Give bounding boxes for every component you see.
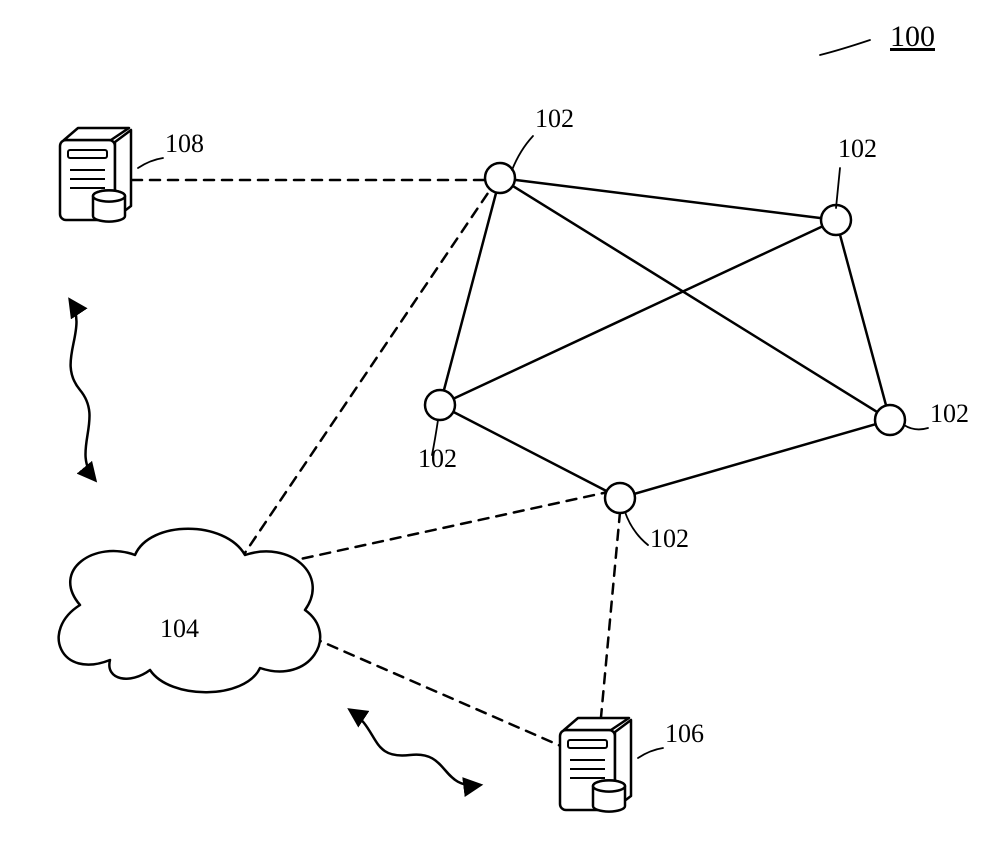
label-leader xyxy=(625,512,648,545)
bidirectional-arrow xyxy=(70,300,95,480)
edge-dashed xyxy=(600,512,620,728)
network-node xyxy=(875,405,905,435)
edge-dashed xyxy=(230,190,490,575)
bidirectional-arrow xyxy=(350,710,480,785)
edge-dashed xyxy=(295,630,570,750)
network-node xyxy=(485,163,515,193)
server-ref-label: 106 xyxy=(665,719,704,749)
network-node xyxy=(605,483,635,513)
network-diagram xyxy=(0,0,1000,864)
edge-solid xyxy=(515,180,821,218)
node-ref-label: 102 xyxy=(838,134,877,164)
node-ref-label: 102 xyxy=(930,399,969,429)
edge-solid xyxy=(634,424,875,494)
cloud-group xyxy=(59,529,320,693)
cloud-icon xyxy=(59,529,320,693)
network-node xyxy=(821,205,851,235)
label-leader xyxy=(820,40,870,55)
edge-solid xyxy=(453,412,606,491)
edge-solid xyxy=(840,234,886,405)
node-ref-label: 102 xyxy=(650,524,689,554)
label-leader xyxy=(904,425,928,429)
edge-solid xyxy=(454,226,823,398)
network-node xyxy=(425,390,455,420)
label-leader xyxy=(138,158,163,168)
edge-solid xyxy=(444,193,496,391)
figure-number: 100 xyxy=(890,20,935,54)
server-ref-label: 108 xyxy=(165,129,204,159)
servers-group xyxy=(60,128,631,812)
label-leader xyxy=(836,168,840,208)
server-icon xyxy=(60,128,131,222)
cloud-ref-label: 104 xyxy=(160,614,199,644)
edge-dashed xyxy=(250,492,608,570)
wavy-arrows-group xyxy=(70,300,480,785)
network-nodes-group xyxy=(425,163,905,513)
solid-edges-group xyxy=(444,180,886,494)
label-leader xyxy=(638,748,663,758)
node-ref-label: 102 xyxy=(418,444,457,474)
label-leader xyxy=(512,136,533,170)
server-icon xyxy=(560,718,631,812)
node-ref-label: 102 xyxy=(535,104,574,134)
